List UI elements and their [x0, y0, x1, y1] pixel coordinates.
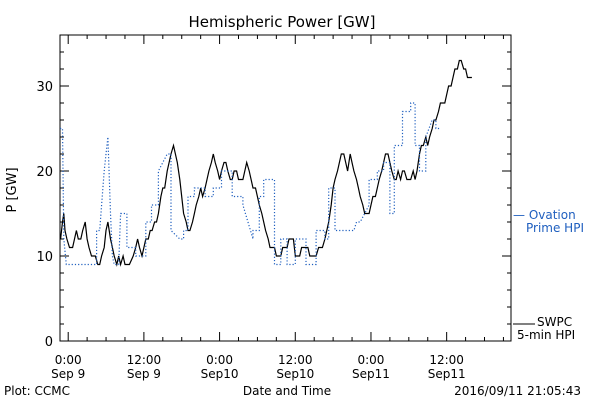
timestamp-label: 2016/09/11 21:05:43: [454, 384, 581, 398]
x-tick-label-date: Sep10: [201, 367, 239, 381]
legend-ovation-line1: — Ovation: [513, 208, 576, 222]
y-tick-label: 20: [36, 165, 53, 180]
series-layer: [60, 59, 472, 267]
x-tick-label-time: 0:00: [357, 353, 384, 367]
chart-title: Hemispheric Power [GW]: [189, 13, 376, 31]
plot-frame: [59, 34, 512, 342]
x-tick-label-date: Sep11: [352, 367, 390, 381]
x-tick-label-time: 0:00: [206, 353, 233, 367]
y-axis-label: P [GW]: [5, 167, 20, 212]
y-tick-label: 10: [36, 250, 53, 265]
x-tick-label-date: Sep11: [428, 367, 466, 381]
y-tick-label: 30: [36, 80, 53, 95]
credit-label: Plot: CCMC: [4, 384, 70, 398]
legend-swpc-line2: 5-min HPI: [517, 328, 575, 342]
x-tick-label-time: 12:00: [429, 353, 464, 367]
x-tick-label-date: Sep10: [276, 367, 314, 381]
swpc-hpi-series: [60, 59, 472, 267]
y-tick-label: 0: [45, 335, 53, 350]
x-tick-label-time: 12:00: [127, 353, 162, 367]
x-tick-label-date: Sep 9: [51, 367, 85, 381]
ovation-prime-series: [60, 102, 441, 266]
x-axis-label: Date and Time: [243, 384, 331, 398]
legend-ovation-line2: Prime HPI: [526, 221, 584, 235]
x-tick-label-date: Sep 9: [127, 367, 161, 381]
x-tick-label-time: 0:00: [55, 353, 82, 367]
legend-swpc-line1: SWPC: [537, 315, 572, 329]
y-axis: 0 10 20 30: [36, 34, 511, 350]
x-tick-label-time: 12:00: [278, 353, 313, 367]
